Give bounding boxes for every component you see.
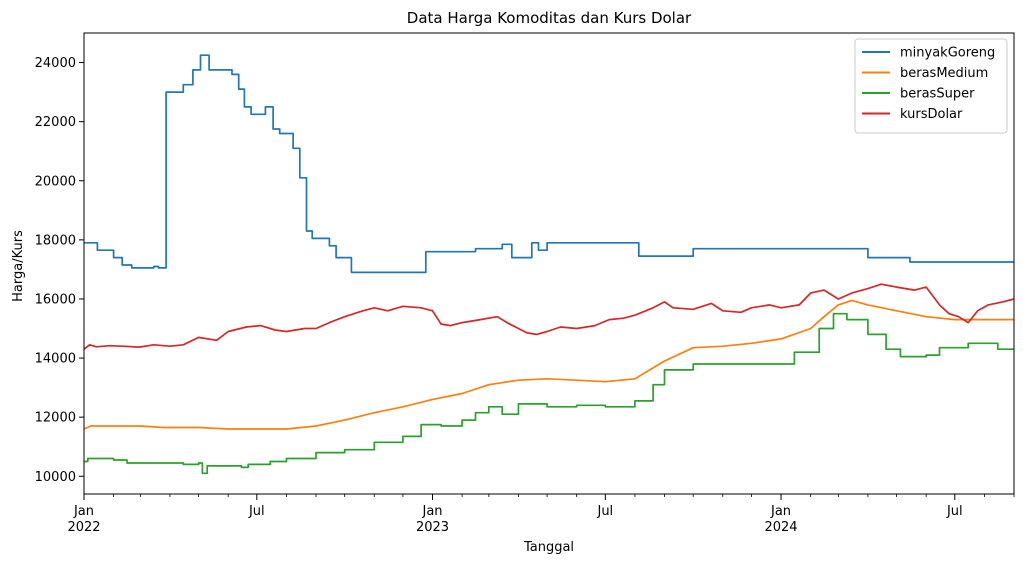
legend-label-kursDolar: kursDolar: [900, 107, 963, 122]
series-line-berasMedium: [83, 299, 1014, 430]
chart-title: Data Harga Komoditas dan Kurs Dolar: [407, 9, 692, 27]
y-tick-label: 18000: [35, 233, 76, 248]
x-tick-year-label: 2022: [67, 520, 100, 535]
series-layer: [83, 54, 1015, 475]
legend-label-minyakGoreng: minyakGoreng: [900, 46, 995, 61]
y-tick-label: 20000: [35, 174, 76, 189]
x-tick-year-label: 2023: [416, 520, 449, 535]
y-axis: 10000 12000 14000 16000 18000 20000 22000 24000: [35, 56, 84, 485]
legend-label-berasMedium: berasMedium: [900, 66, 988, 81]
x-tick-year-label: 2024: [764, 520, 797, 535]
plot-frame: [83, 32, 1015, 495]
y-tick-label: 16000: [35, 292, 76, 307]
legend-box: [854, 38, 1008, 134]
y-tick-label: 24000: [35, 56, 76, 71]
x-tick-label: Jul: [248, 504, 265, 519]
y-axis-label: Harga/Kurs: [11, 230, 26, 302]
x-tick-label: Jan: [770, 504, 791, 519]
y-tick-label: 22000: [35, 115, 76, 130]
legend-label-berasSuper: berasSuper: [900, 87, 975, 102]
legend: minyakGoreng berasMedium berasSuper kursDol…: [854, 38, 1008, 134]
y-tick-label: 10000: [35, 470, 76, 485]
x-axis-label: Tanggal: [523, 540, 574, 555]
x-tick-label: Jan: [73, 504, 94, 519]
y-tick-label: 12000: [35, 411, 76, 426]
x-tick-label: Jan: [421, 504, 442, 519]
x-tick-label: Jul: [596, 504, 613, 519]
y-tick-label: 14000: [35, 352, 76, 367]
series-line-kursDolar: [83, 283, 1015, 350]
series-line-minyakGoreng: [84, 54, 1014, 274]
series-line-berasSuper: [84, 312, 1014, 475]
x-tick-label: Jul: [946, 504, 963, 519]
